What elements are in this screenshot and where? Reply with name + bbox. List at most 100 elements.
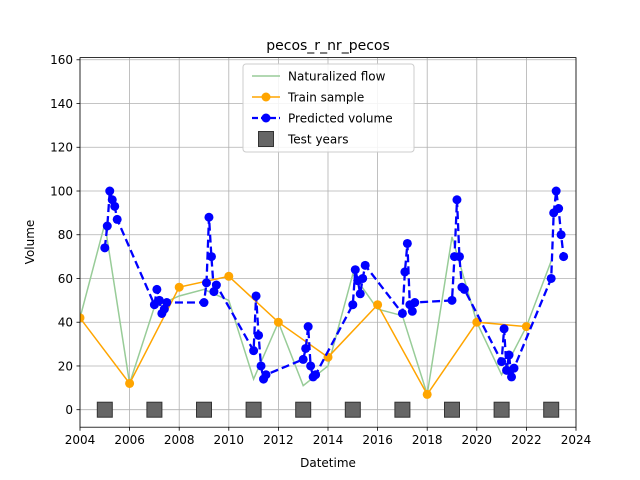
predicted-volume-point <box>546 273 556 283</box>
y-tick-label: 60 <box>58 272 73 286</box>
test-year-marker <box>394 401 411 418</box>
predicted-volume-point <box>251 291 261 301</box>
predicted-volume-point <box>112 214 122 224</box>
x-tick-label: 2006 <box>114 433 145 447</box>
x-tick-label: 2016 <box>362 433 393 447</box>
predicted-volume-point <box>400 267 410 277</box>
predicted-volume-point <box>301 343 311 353</box>
predicted-volume-point <box>358 273 368 283</box>
x-tick-label: 2024 <box>561 433 592 447</box>
predicted-volume-point <box>298 354 308 364</box>
x-tick-label: 2010 <box>214 433 245 447</box>
predicted-volume-point <box>204 212 214 222</box>
y-tick-label: 140 <box>50 97 73 111</box>
predicted-volume-point <box>559 252 569 262</box>
chart-title: pecos_r_nr_pecos <box>266 38 390 54</box>
x-tick-label: 2018 <box>412 433 443 447</box>
predicted-volume-point <box>447 295 457 305</box>
series-2 <box>100 186 569 384</box>
predicted-volume-point <box>355 289 365 299</box>
y-tick-label: 160 <box>50 53 73 67</box>
legend-entry: Predicted volume <box>252 111 393 125</box>
series-layer <box>80 186 569 418</box>
predicted-volume-point <box>348 300 358 310</box>
train-sample-point <box>174 282 184 292</box>
legend-entry: Test years <box>258 131 348 147</box>
predicted-volume-point <box>497 357 507 367</box>
legend-entry: Train sample <box>252 90 364 104</box>
legend: Naturalized flow Train sample Predicted vo… <box>242 63 415 153</box>
y-tick-label: 0 <box>65 403 73 417</box>
predicted-volume-point <box>507 372 517 382</box>
predicted-volume-point <box>554 204 564 214</box>
predicted-volume-point <box>556 230 566 240</box>
predicted-volume-point <box>201 278 211 288</box>
predicted-volume-point <box>154 295 164 305</box>
y-axis-label: Volume <box>23 220 37 265</box>
x-tick-label: 2008 <box>164 433 195 447</box>
test-year-marker <box>493 401 510 418</box>
x-tick-label: 2020 <box>462 433 493 447</box>
predicted-volume-point <box>211 280 221 290</box>
x-tick-label: 2012 <box>263 433 294 447</box>
legend-entry: Naturalized flow <box>252 69 386 83</box>
series-3 <box>96 401 560 418</box>
legend-label: Predicted volume <box>288 111 393 125</box>
train-sample-point <box>521 322 531 332</box>
legend-marker <box>261 113 271 123</box>
predicted-volume-point <box>410 298 420 308</box>
predicted-volume-point <box>504 350 514 360</box>
ticks: 2004 2006 2008 2010 2012 2014 2016 2018 2020 2022… <box>50 53 591 447</box>
predicted-volume-point <box>452 195 462 205</box>
y-tick-label: 40 <box>58 316 73 330</box>
legend-label: Test years <box>287 132 348 146</box>
predicted-volume-point <box>162 298 172 308</box>
predicted-volume-point <box>499 324 509 334</box>
predicted-volume-point <box>206 252 216 262</box>
train-sample-point <box>224 271 234 281</box>
predicted-volume-point <box>360 260 370 270</box>
predicted-volume-point <box>199 298 209 308</box>
test-year-marker <box>543 401 560 418</box>
predicted-volume-point <box>454 252 464 262</box>
x-tick-label: 2004 <box>65 433 96 447</box>
test-year-marker <box>444 401 460 418</box>
x-axis-label: Datetime <box>300 456 356 470</box>
predicted-volume-point <box>502 365 512 375</box>
x-tick-label: 2022 <box>511 433 542 447</box>
train-sample-point <box>422 389 432 399</box>
test-year-marker <box>96 401 113 418</box>
predicted-volume-point <box>551 186 561 196</box>
predicted-volume-point <box>105 186 115 196</box>
predicted-volume-point <box>311 370 321 380</box>
legend-label: Naturalized flow <box>288 69 386 83</box>
y-tick-label: 100 <box>50 184 73 198</box>
train-sample-point <box>273 317 283 327</box>
predicted-volume-point <box>306 361 316 371</box>
test-year-marker <box>146 401 163 418</box>
legend-marker <box>258 131 274 147</box>
predicted-volume-point <box>397 308 407 318</box>
train-sample-point <box>80 313 85 323</box>
legend-label: Train sample <box>287 90 364 104</box>
predicted-volume-point <box>254 330 264 340</box>
predicted-volume-point <box>459 284 469 294</box>
predicted-volume-point <box>152 284 162 294</box>
predicted-volume-point <box>350 265 360 275</box>
predicted-volume-point <box>402 238 412 248</box>
train-sample-line <box>80 275 527 396</box>
predicted-volume-point <box>100 243 110 253</box>
legend-marker <box>261 92 271 102</box>
predicted-volume-point <box>509 363 519 373</box>
series-1 <box>80 271 531 399</box>
legend-box <box>242 63 415 153</box>
y-tick-label: 80 <box>58 228 73 242</box>
x-tick-label: 2014 <box>313 433 344 447</box>
test-year-marker <box>344 401 361 418</box>
predicted-volume-point <box>110 201 120 211</box>
test-year-marker <box>196 401 212 418</box>
train-sample-point <box>125 378 135 388</box>
train-sample-point <box>373 300 383 310</box>
y-tick-label: 120 <box>50 141 73 155</box>
